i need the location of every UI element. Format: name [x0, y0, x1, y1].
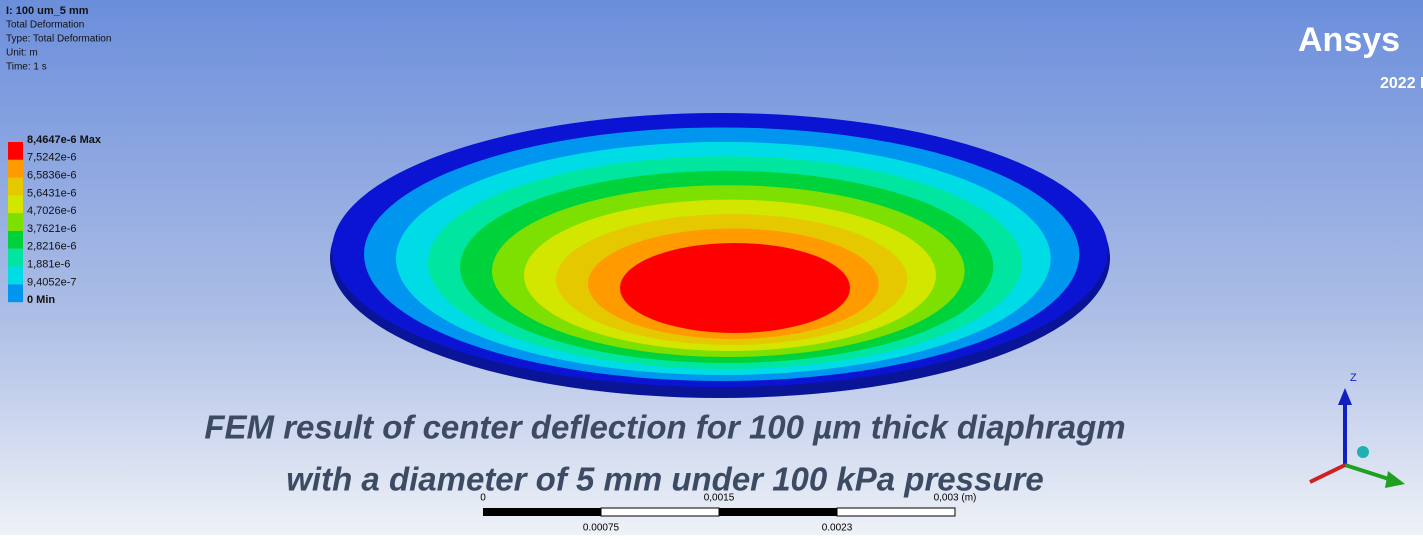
legend-swatch	[8, 160, 23, 178]
legend-label: 8,4647e-6 Max	[27, 134, 102, 146]
legend-label: 5,6431e-6	[27, 187, 77, 199]
scale-seg	[719, 508, 837, 516]
caption: FEM result of center deflection for 100 …	[204, 409, 1125, 446]
legend-swatch	[8, 267, 23, 285]
legend-label: 3,7621e-6	[27, 223, 77, 235]
legend-label: 9,4052e-7	[27, 276, 77, 288]
logo-name: Ansys	[1298, 21, 1400, 59]
page: I: 100 um_5 mm Total Deformation Type: Tot…	[0, 0, 1423, 535]
legend-label: 2,8216e-6	[27, 241, 77, 253]
logo-version: 2022 R	[1380, 75, 1423, 92]
legend-swatch	[8, 178, 23, 196]
legend-swatch	[8, 249, 23, 267]
header-line: Type: Total Deformation	[6, 34, 111, 45]
legend-swatch	[8, 195, 23, 213]
caption: with a diameter of 5 mm under 100 kPa pr…	[286, 461, 1043, 498]
scale-label: 0.00075	[583, 523, 620, 534]
legend-label: 6,5836e-6	[27, 170, 77, 182]
legend-swatch	[8, 213, 23, 231]
legend-swatch	[8, 142, 23, 160]
legend-label: 4,7026e-6	[27, 205, 77, 217]
legend-label: 1,881e-6	[27, 259, 70, 271]
legend-swatch	[8, 284, 23, 302]
header-line: Total Deformation	[6, 20, 84, 31]
legend-label: 7,5242e-6	[27, 152, 77, 164]
scale-seg	[601, 508, 719, 516]
legend-swatch	[8, 231, 23, 249]
viewport: I: 100 um_5 mm Total Deformation Type: Tot…	[0, 0, 1423, 535]
scale-label: 0.0023	[822, 523, 853, 534]
header-line: I: 100 um_5 mm	[6, 5, 89, 17]
triad-origin	[1357, 446, 1369, 458]
contour-band	[620, 243, 850, 333]
scale-seg	[483, 508, 601, 516]
scale-seg	[837, 508, 955, 516]
legend-label: 0 Min	[27, 294, 55, 306]
contours	[332, 113, 1108, 387]
header-line: Unit: m	[6, 48, 38, 59]
z-label: Z	[1350, 372, 1357, 384]
header-line: Time: 1 s	[6, 62, 47, 73]
